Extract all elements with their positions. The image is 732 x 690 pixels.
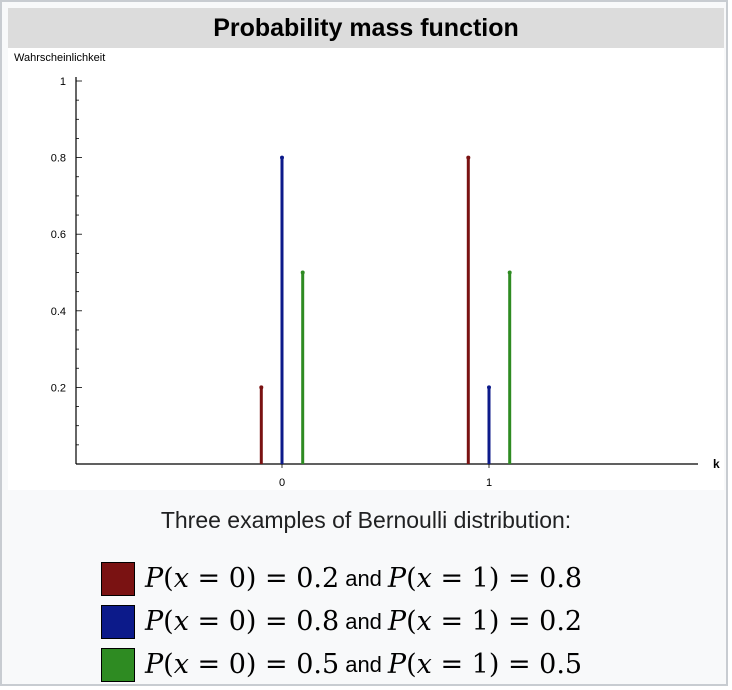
pmf-point bbox=[507, 270, 512, 275]
axes bbox=[75, 77, 698, 465]
y-tick-label: 0.6 bbox=[51, 229, 66, 241]
y-tick-label: 0.8 bbox=[51, 153, 66, 165]
legend-item: P(x = 0) = 0.8 and P(x = 1) = 0.2 bbox=[101, 600, 661, 643]
y-tick-label: 0.2 bbox=[51, 382, 66, 394]
x-tick-label: 0 bbox=[279, 477, 285, 489]
pmf-chart: Wahrscheinlichkeit k 0.2 0.4 0.6 0.8 1 0 1 bbox=[14, 52, 720, 489]
legend-swatch bbox=[101, 604, 135, 639]
legend-p1-value: 0.2 bbox=[539, 606, 583, 637]
legend-swatch bbox=[101, 561, 135, 596]
legend-and: and bbox=[345, 565, 382, 591]
x-axis-label: k bbox=[713, 457, 720, 471]
plot-area: Wahrscheinlichkeit k 0.2 0.4 0.6 0.8 1 0 1 bbox=[8, 48, 724, 490]
legend-p1-value: 0.5 bbox=[539, 649, 583, 680]
legend-p0-value: 0.2 bbox=[296, 563, 340, 594]
legend-p0-expression: P(x = 0) = 0.5 bbox=[145, 649, 340, 680]
legend-item: P(x = 0) = 0.5 and P(x = 1) = 0.5 bbox=[101, 643, 661, 686]
legend: P(x = 0) = 0.2 and P(x = 1) = 0.8 P(x = 0) … bbox=[101, 557, 661, 686]
legend-p1-expression: P(x = 1) = 0.2 bbox=[387, 606, 583, 637]
chart-title: Probability mass function bbox=[8, 8, 724, 48]
y-axis-label: Wahrscheinlichkeit bbox=[14, 52, 105, 64]
legend-swatch bbox=[101, 647, 135, 682]
pmf-point bbox=[487, 385, 491, 390]
pmf-point bbox=[259, 385, 264, 390]
pmf-point bbox=[280, 155, 284, 160]
y-tick-label: 1 bbox=[60, 76, 66, 88]
legend-p0-value: 0.8 bbox=[296, 606, 340, 637]
legend-p1-value: 0.8 bbox=[539, 563, 583, 594]
legend-p1-expression: P(x = 1) = 0.5 bbox=[387, 649, 583, 680]
legend-item: P(x = 0) = 0.2 and P(x = 1) = 0.8 bbox=[101, 557, 661, 600]
bars bbox=[259, 155, 512, 464]
legend-p1-expression: P(x = 1) = 0.8 bbox=[387, 563, 583, 594]
ticks: 0.2 0.4 0.6 0.8 1 0 1 bbox=[51, 76, 492, 489]
legend-p0-expression: P(x = 0) = 0.2 bbox=[145, 563, 340, 594]
x-tick-label: 1 bbox=[486, 477, 492, 489]
pmf-point bbox=[466, 155, 471, 160]
legend-and: and bbox=[345, 651, 382, 677]
chart-caption: Three examples of Bernoulli distribution… bbox=[160, 507, 572, 533]
legend-and: and bbox=[345, 608, 382, 634]
legend-p0-value: 0.5 bbox=[296, 649, 340, 680]
y-tick-label: 0.4 bbox=[51, 306, 66, 318]
legend-p0-expression: P(x = 0) = 0.8 bbox=[145, 606, 340, 637]
pmf-point bbox=[300, 270, 305, 275]
